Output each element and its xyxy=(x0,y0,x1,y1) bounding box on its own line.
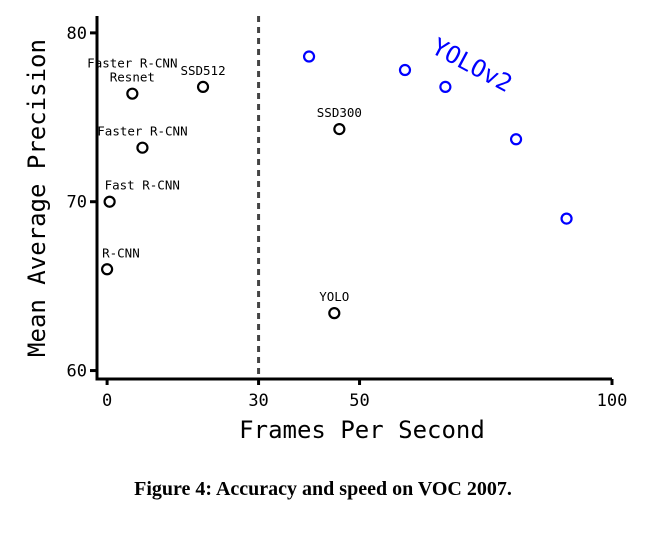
y-tick-label: 80 xyxy=(67,24,87,44)
caption-prefix: Figure 4: xyxy=(134,478,213,500)
data-point-label: R-CNN xyxy=(102,245,140,260)
data-point xyxy=(126,87,139,100)
yolov2-data-point xyxy=(439,80,452,94)
caption-text: Accuracy and speed on VOC 2007. xyxy=(215,478,512,500)
y-tick-label: 60 xyxy=(67,362,87,382)
data-point-label: YOLO xyxy=(319,289,349,304)
data-point xyxy=(333,123,346,136)
y-axis-label: Mean Average Precision xyxy=(23,39,51,357)
x-tick-label: 50 xyxy=(349,391,369,411)
figure-caption: Figure 4: Accuracy and speed on VOC 2007… xyxy=(0,478,646,501)
data-point xyxy=(103,195,116,208)
x-tick-label: 0 xyxy=(102,391,112,411)
data-point-label: Faster R-CNN xyxy=(97,124,187,139)
yolov2-data-point xyxy=(560,212,573,225)
data-point-label: Faster R-CNN xyxy=(87,56,177,71)
data-point xyxy=(136,141,149,154)
data-point xyxy=(196,80,210,94)
yolov2-data-point xyxy=(302,50,316,63)
x-axis-label: Frames Per Second xyxy=(239,416,485,444)
data-point-label: SSD512 xyxy=(180,63,225,78)
y-tick-label: 70 xyxy=(67,193,87,213)
axes: 60 70 80 0 30 50 100 xyxy=(67,16,628,411)
data-point xyxy=(100,263,114,276)
x-tick-label: 30 xyxy=(248,391,268,411)
data-point-label: SSD300 xyxy=(317,105,362,120)
data-point-label: Fast R-CNN xyxy=(105,178,180,193)
yolov2-data-point xyxy=(398,63,412,77)
x-tick-label: 100 xyxy=(597,391,628,411)
data-point xyxy=(328,307,341,320)
data-point-label: Resnet xyxy=(110,70,155,85)
yolov2-data-point xyxy=(509,133,523,146)
